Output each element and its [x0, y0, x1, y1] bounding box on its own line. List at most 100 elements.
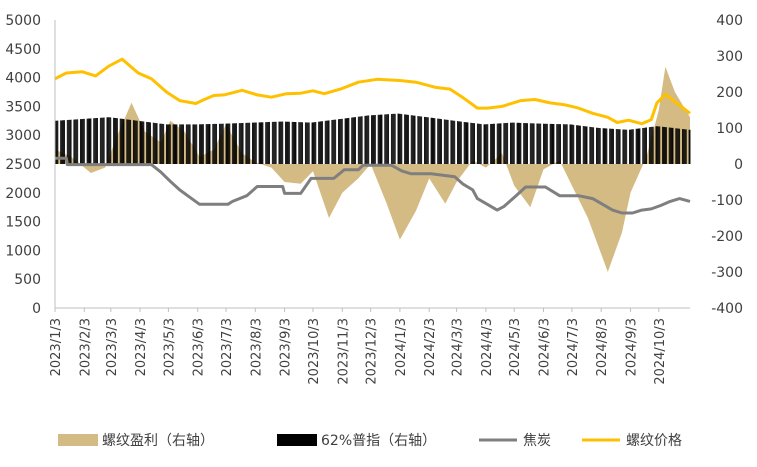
iron-ore-bar	[371, 115, 373, 164]
x-tick-label: 2024/5/3	[508, 318, 523, 376]
iron-ore-bar	[239, 123, 241, 164]
iron-ore-bar	[400, 113, 402, 164]
iron-ore-bar	[328, 120, 330, 164]
iron-ore-bar	[172, 124, 174, 164]
iron-ore-bar	[378, 114, 380, 164]
iron-ore-bar	[642, 128, 644, 164]
iron-ore-bar	[102, 117, 104, 164]
iron-ore-bar	[338, 119, 339, 164]
iron-ore-bar	[636, 128, 638, 164]
iron-ore-bar	[553, 124, 555, 164]
iron-ore-bar	[625, 129, 627, 164]
iron-ore-bar	[110, 117, 112, 164]
iron-ore-bar	[609, 128, 611, 164]
iron-ore-bar	[212, 124, 214, 164]
iron-ore-bar	[68, 119, 70, 164]
iron-ore-bar	[160, 123, 162, 164]
iron-ore-bar	[254, 122, 256, 164]
iron-ore-bar	[261, 122, 263, 164]
x-tick-label: 2024/9/3	[625, 318, 640, 376]
iron-ore-bar	[589, 126, 591, 164]
iron-ore-bar	[265, 122, 267, 164]
iron-ore-bar	[147, 122, 149, 164]
iron-ore-bar	[412, 115, 414, 164]
iron-ore-bar	[266, 122, 268, 164]
iron-ore-bar	[533, 123, 535, 164]
iron-ore-bar	[446, 119, 448, 164]
iron-ore-bar	[459, 121, 461, 164]
iron-ore-bar	[447, 119, 449, 164]
iron-ore-bar	[399, 113, 401, 164]
iron-ore-bar	[410, 115, 412, 164]
iron-ore-bar	[427, 117, 429, 164]
iron-ore-bar	[355, 117, 356, 164]
iron-ore-bar	[676, 128, 678, 164]
iron-ore-bar	[67, 119, 69, 164]
iron-ore-bar	[682, 129, 684, 164]
right-tick-label: -300	[711, 265, 743, 281]
iron-ore-bar	[497, 123, 499, 164]
iron-ore-bar	[452, 120, 454, 164]
iron-ore-bar	[407, 114, 408, 164]
iron-ore-bar	[596, 127, 597, 164]
iron-ore-bar	[201, 124, 202, 164]
x-tick-label: 2023/10/3	[307, 318, 322, 385]
iron-ore-bar	[222, 123, 224, 164]
iron-ore-bar	[552, 124, 554, 164]
iron-ore-bar	[585, 126, 587, 164]
iron-ore-bar	[583, 126, 585, 164]
iron-ore-bar	[139, 121, 141, 164]
iron-ore-bar	[228, 123, 230, 164]
iron-ore-bar	[458, 121, 459, 164]
iron-ore-bar	[655, 126, 657, 164]
iron-ore-bar	[156, 123, 158, 164]
iron-ore-bar	[478, 123, 480, 164]
iron-ore-bar	[205, 124, 207, 164]
iron-ore-bar	[414, 115, 416, 164]
iron-ore-bar	[432, 117, 434, 164]
iron-ore-bar	[180, 124, 182, 164]
left-tick-label: 3500	[5, 99, 41, 115]
iron-ore-bar	[115, 118, 117, 164]
right-tick-label: 400	[716, 13, 743, 29]
iron-ore-bar	[418, 116, 420, 164]
iron-ore-bar	[326, 120, 328, 164]
iron-ore-bar	[113, 117, 115, 164]
iron-ore-bar	[332, 119, 334, 164]
iron-ore-bar	[338, 119, 340, 164]
iron-ore-bar	[352, 117, 354, 164]
iron-ore-bar	[472, 123, 474, 164]
iron-ore-bar	[392, 113, 394, 164]
profit-area-layer	[55, 66, 690, 272]
iron-ore-bar	[650, 126, 652, 164]
iron-ore-bar	[226, 123, 228, 164]
iron-ore-bar	[281, 121, 283, 164]
iron-ore-bar	[519, 122, 521, 164]
iron-ore-bar	[108, 117, 110, 164]
iron-ore-bar	[419, 116, 421, 164]
iron-ore-bar	[603, 128, 605, 164]
iron-ore-bar	[390, 114, 392, 164]
left-tick-label: 2000	[5, 186, 41, 202]
iron-ore-bar	[245, 122, 247, 164]
iron-ore-bar	[504, 123, 506, 164]
iron-ore-bar	[334, 119, 336, 164]
iron-ore-bar	[445, 119, 447, 164]
iron-ore-bar	[513, 122, 515, 164]
iron-ore-bar	[136, 120, 138, 164]
iron-ore-bar	[480, 124, 482, 164]
legend-swatch	[277, 434, 317, 446]
iron-ore-bar	[360, 116, 362, 164]
x-tick-label: 2023/11/3	[336, 318, 351, 385]
iron-ore-bar	[119, 118, 121, 164]
iron-ore-bar	[341, 118, 343, 164]
iron-ore-bar	[372, 115, 373, 164]
iron-ore-bar	[366, 115, 368, 164]
iron-ore-bar	[63, 120, 64, 164]
iron-ore-bar	[597, 127, 599, 164]
iron-ore-bar	[483, 124, 485, 164]
iron-ore-bar	[630, 129, 632, 164]
iron-ore-bar	[166, 124, 167, 164]
iron-ore-bar	[287, 121, 288, 164]
